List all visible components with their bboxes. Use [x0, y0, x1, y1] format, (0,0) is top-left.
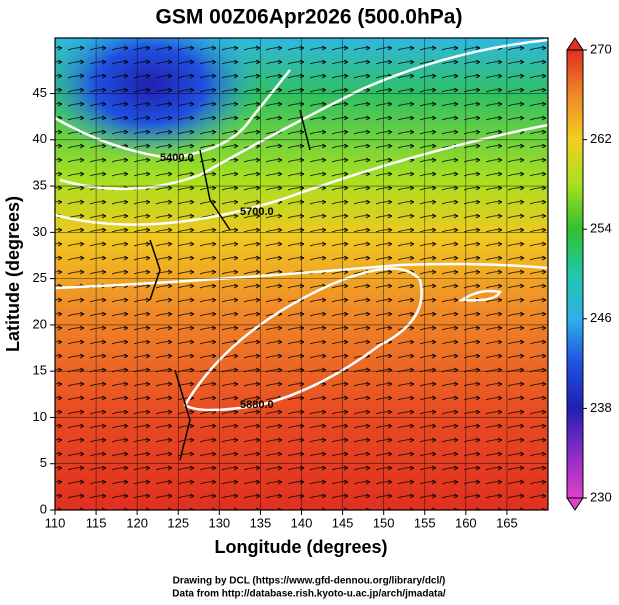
x-tick-label: 115 [86, 515, 107, 530]
colorbar-tick-label: 270 [590, 41, 612, 56]
y-tick-label: 45 [33, 85, 47, 100]
colorbar-tick-label: 230 [590, 489, 612, 504]
colorbar-max-arrow [566, 37, 584, 51]
x-tick-label: 125 [167, 515, 189, 530]
contour-line [55, 69, 291, 160]
y-tick-label: 10 [33, 409, 47, 424]
x-tick-label: 130 [208, 515, 230, 530]
contour-line [55, 123, 548, 226]
chart-title: GSM 00Z06Apr2026 (500.0hPa) [156, 6, 463, 29]
x-tick-label: 165 [496, 515, 518, 530]
y-tick-label: 0 [40, 501, 47, 516]
contour-label: 5880.0 [240, 399, 274, 411]
x-tick-label: 135 [250, 515, 272, 530]
x-tick-label: 140 [291, 515, 313, 530]
colorbar [566, 49, 584, 499]
colorbar-tick-label: 262 [590, 131, 612, 146]
contour-line [183, 267, 423, 412]
y-tick-label: 25 [33, 270, 47, 285]
field [55, 38, 548, 510]
x-tick-label: 160 [455, 515, 477, 530]
y-tick-label: 40 [33, 131, 47, 146]
y-axis-label: Latitude (degrees) [3, 196, 23, 352]
contour-line [59, 38, 548, 191]
contour-line [55, 262, 548, 290]
colorbar-tick-label: 246 [590, 310, 612, 325]
colorbar-min-arrow [566, 497, 584, 511]
footer-line: Data from http://database.rish.kyoto-u.a… [172, 589, 446, 600]
y-tick-label: 5 [40, 455, 47, 470]
contours [55, 38, 548, 412]
x-tick-label: 145 [332, 515, 354, 530]
x-tick-label: 120 [126, 515, 148, 530]
y-tick-label: 20 [33, 316, 47, 331]
x-axis-label: Longitude (degrees) [214, 537, 387, 557]
x-tick-label: 110 [45, 515, 66, 530]
x-tick-label: 155 [414, 515, 436, 530]
contour-label: 5700.0 [240, 206, 274, 218]
contour-label: 5400.0 [160, 152, 194, 164]
y-tick-label: 15 [33, 363, 47, 378]
footer-line: Drawing by DCL (https://www.gfd-dennou.o… [173, 576, 446, 587]
contour-line [458, 289, 502, 302]
y-tick-label: 35 [33, 178, 47, 193]
colorbar-tick-label: 254 [590, 221, 612, 236]
coastline [149, 109, 311, 461]
colorbar-tick-label: 238 [590, 400, 612, 415]
x-tick-label: 150 [373, 515, 395, 530]
y-tick-label: 30 [33, 224, 47, 239]
